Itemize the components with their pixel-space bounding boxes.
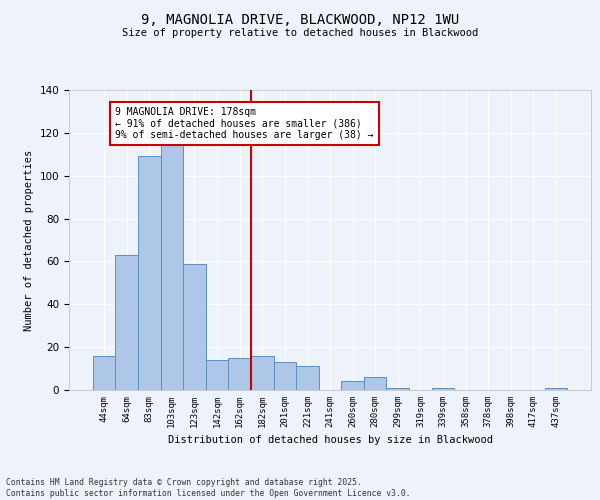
Text: Size of property relative to detached houses in Blackwood: Size of property relative to detached ho…	[122, 28, 478, 38]
X-axis label: Distribution of detached houses by size in Blackwood: Distribution of detached houses by size …	[167, 436, 493, 446]
Bar	[183, 264, 206, 390]
Bar	[341, 382, 364, 390]
Bar	[206, 360, 229, 390]
Text: 9 MAGNOLIA DRIVE: 178sqm
← 91% of detached houses are smaller (386)
9% of semi-d: 9 MAGNOLIA DRIVE: 178sqm ← 91% of detach…	[115, 107, 374, 140]
Text: Contains HM Land Registry data © Crown copyright and database right 2025.
Contai: Contains HM Land Registry data © Crown c…	[6, 478, 410, 498]
Bar	[364, 377, 386, 390]
Bar	[138, 156, 161, 390]
Text: 9, MAGNOLIA DRIVE, BLACKWOOD, NP12 1WU: 9, MAGNOLIA DRIVE, BLACKWOOD, NP12 1WU	[141, 12, 459, 26]
Bar	[251, 356, 274, 390]
Bar	[229, 358, 251, 390]
Bar	[115, 255, 138, 390]
Bar	[431, 388, 454, 390]
Bar	[274, 362, 296, 390]
Bar	[161, 142, 183, 390]
Bar	[545, 388, 567, 390]
Bar	[296, 366, 319, 390]
Bar	[93, 356, 115, 390]
Bar	[386, 388, 409, 390]
Y-axis label: Number of detached properties: Number of detached properties	[24, 150, 34, 330]
